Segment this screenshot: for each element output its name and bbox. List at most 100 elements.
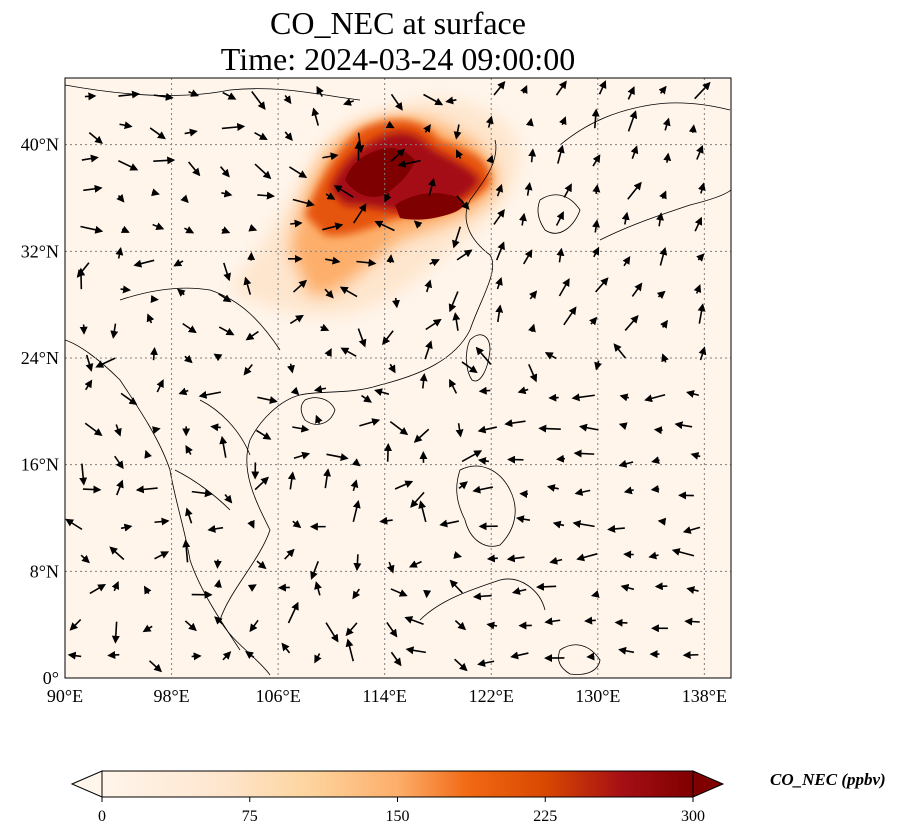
wind-arrow	[256, 429, 272, 440]
wind-arrow	[67, 651, 82, 660]
wind-arrow	[453, 124, 462, 140]
plot-title-line-2: Time: 2024-03-24 09:00:00	[220, 41, 576, 77]
wind-arrow	[325, 256, 341, 265]
wind-arrow	[219, 166, 230, 178]
wind-arrow	[89, 583, 106, 595]
wind-arrow	[591, 246, 600, 258]
wind-arrow	[688, 124, 697, 133]
wind-arrow	[504, 419, 526, 428]
wind-arrow	[495, 183, 504, 197]
wind-arrow	[694, 81, 711, 100]
wind-arrow	[424, 340, 433, 360]
wind-arrow	[524, 182, 533, 196]
wind-arrow	[292, 424, 310, 433]
wind-arrow	[361, 394, 372, 403]
wind-arrow	[251, 91, 266, 110]
wind-arrow	[506, 554, 525, 563]
wind-arrow	[185, 444, 193, 455]
wind-arrow	[452, 312, 461, 331]
wind-arrow	[410, 491, 425, 508]
wind-arrow	[120, 285, 131, 294]
x-axis-ticks: 90°E 98°E 106°E 114°E 122°E 130°E 138°E	[47, 686, 727, 706]
wind-arrow	[133, 259, 155, 268]
wind-arrow	[663, 152, 672, 163]
wind-arrow	[429, 258, 440, 267]
wind-arrow	[114, 424, 122, 437]
y-tick-label: 40°N	[21, 135, 59, 155]
wind-arrow	[178, 387, 189, 396]
wind-arrow	[598, 80, 607, 95]
x-tick-label: 138°E	[682, 686, 727, 706]
wind-arrow	[374, 220, 395, 232]
wind-arrow	[154, 517, 170, 526]
y-tick-label: 8°N	[30, 561, 59, 581]
wind-arrow	[620, 583, 635, 592]
wind-arrow	[390, 148, 406, 163]
wind-arrow	[572, 520, 595, 528]
colorbar-label: CO_NEC (ppbv)	[770, 770, 886, 789]
wind-arrow	[352, 588, 361, 600]
wind-arrow	[176, 288, 186, 297]
wind-arrow	[243, 276, 252, 295]
wind-arrow	[449, 579, 463, 594]
wind-arrow	[386, 254, 395, 264]
wind-arrow	[563, 306, 577, 326]
wind-arrow	[115, 479, 124, 496]
wind-arrow	[293, 451, 311, 460]
wind-arrow	[456, 195, 470, 210]
wind-arrow	[152, 426, 161, 435]
wind-arrow	[555, 80, 567, 96]
wind-arrow	[173, 259, 184, 267]
wind-arrow	[456, 249, 473, 261]
wind-arrow	[69, 619, 82, 631]
wind-arrow	[187, 161, 201, 177]
wind-arrow	[350, 479, 359, 492]
wind-arrow	[477, 659, 495, 667]
wind-arrow	[590, 590, 600, 598]
x-tick-label: 130°E	[575, 686, 620, 706]
wind-arrow	[573, 449, 595, 458]
wind-arrow	[697, 182, 706, 194]
wind-arrow	[152, 222, 165, 230]
wind-arrow	[559, 116, 567, 126]
wind-arrow	[624, 315, 639, 331]
wind-arrow	[223, 262, 231, 282]
wind-arrow	[631, 282, 643, 297]
wind-arrow	[607, 524, 625, 533]
wind-arrow	[682, 526, 701, 534]
wind-arrow	[198, 390, 222, 399]
wind-arrow	[382, 330, 394, 346]
wind-arrow	[247, 519, 255, 529]
wind-arrow	[148, 660, 163, 673]
wind-arrow	[493, 80, 506, 96]
wind-arrow	[352, 499, 361, 522]
wind-arrow	[118, 90, 140, 99]
wind-arrow	[256, 560, 267, 570]
wind-arrow	[592, 184, 601, 194]
wind-arrow	[455, 423, 464, 438]
wind-arrow	[150, 294, 159, 303]
wind-arrow	[385, 120, 395, 129]
x-tick-label: 122°E	[469, 686, 514, 706]
wind-arrow	[257, 191, 275, 200]
wind-vectors	[65, 80, 711, 673]
wind-arrow	[686, 586, 699, 594]
wind-arrow	[107, 650, 120, 659]
wind-arrow	[453, 551, 463, 559]
x-tick-label: 106°E	[256, 686, 301, 706]
wind-arrow	[671, 548, 695, 557]
wind-arrow	[120, 523, 133, 532]
wind-arrow	[686, 390, 699, 398]
wind-arrow	[493, 208, 505, 225]
wind-arrow	[656, 290, 666, 299]
wind-arrow	[650, 484, 660, 493]
wind-arrow	[219, 435, 228, 458]
wind-arrow	[322, 152, 339, 161]
wind-arrow	[184, 128, 198, 137]
wind-arrow	[110, 323, 119, 339]
wind-arrow	[515, 515, 531, 524]
wind-arrow	[150, 346, 158, 361]
wind-arrow	[384, 442, 393, 462]
wind-arrow	[343, 98, 354, 106]
wind-arrow	[65, 518, 83, 531]
